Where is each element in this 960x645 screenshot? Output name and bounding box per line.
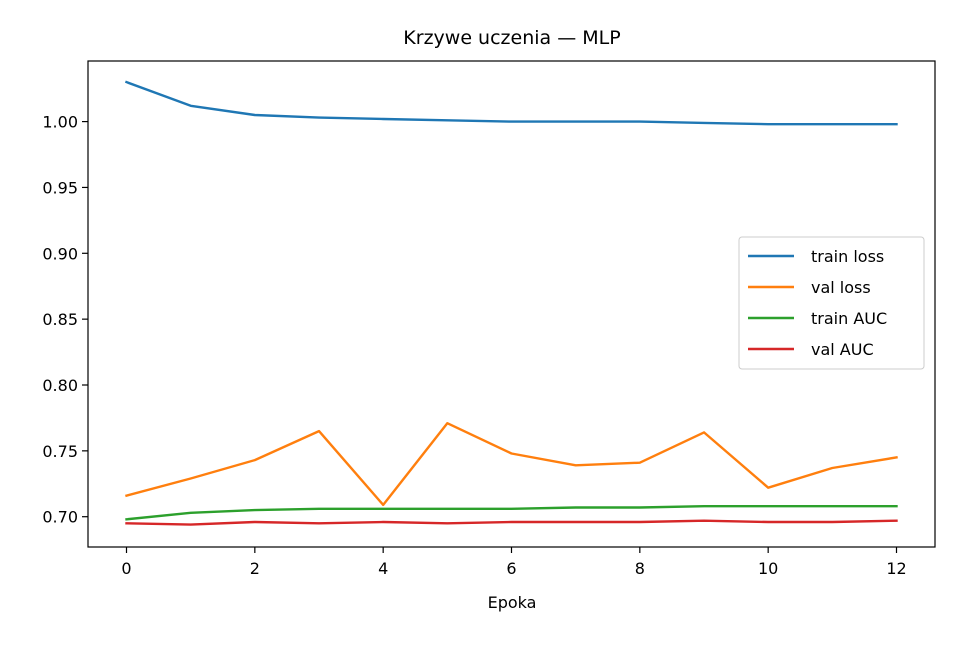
y-axis: 0.70 0.75 0.80 0.85 0.90 0.95 1.00 — [42, 113, 88, 527]
x-tick-label: 10 — [758, 559, 778, 578]
y-tick-label: 0.90 — [42, 244, 78, 263]
legend-box — [738, 236, 925, 370]
series-line-train-auc — [125, 505, 898, 521]
y-tick-label: 0.70 — [42, 508, 78, 527]
series-line-train-loss — [124, 80, 898, 126]
y-tick-label: 0.85 — [42, 310, 78, 329]
x-tick-label: 8 — [635, 559, 645, 578]
legend-label: train AUC — [811, 309, 887, 328]
y-tick-label: 0.95 — [42, 178, 78, 197]
chart-title: Krzywe uczenia — MLP — [403, 27, 620, 49]
y-tick-label: 0.75 — [42, 442, 78, 461]
legend-label: val AUC — [811, 340, 874, 359]
y-tick-label: 0.80 — [42, 376, 78, 395]
legend-label: val loss — [811, 278, 871, 297]
y-tick-label: 1.00 — [42, 113, 78, 132]
series-line-val-loss — [125, 422, 898, 507]
x-axis-label: Epoka — [488, 593, 537, 612]
x-tick-label: 12 — [886, 559, 906, 578]
x-axis: 0 2 4 6 8 10 12 — [121, 547, 907, 578]
legend-label: train loss — [811, 247, 884, 266]
x-tick-label: 6 — [506, 559, 516, 578]
plot-lines — [124, 80, 898, 526]
x-tick-label: 2 — [250, 559, 260, 578]
plot-frame — [87, 60, 936, 548]
series-line-val-auc — [125, 519, 898, 526]
x-tick-label: 0 — [121, 559, 131, 578]
legend: train loss val loss train AUC val AUC — [738, 236, 925, 370]
x-tick-label: 4 — [378, 559, 388, 578]
